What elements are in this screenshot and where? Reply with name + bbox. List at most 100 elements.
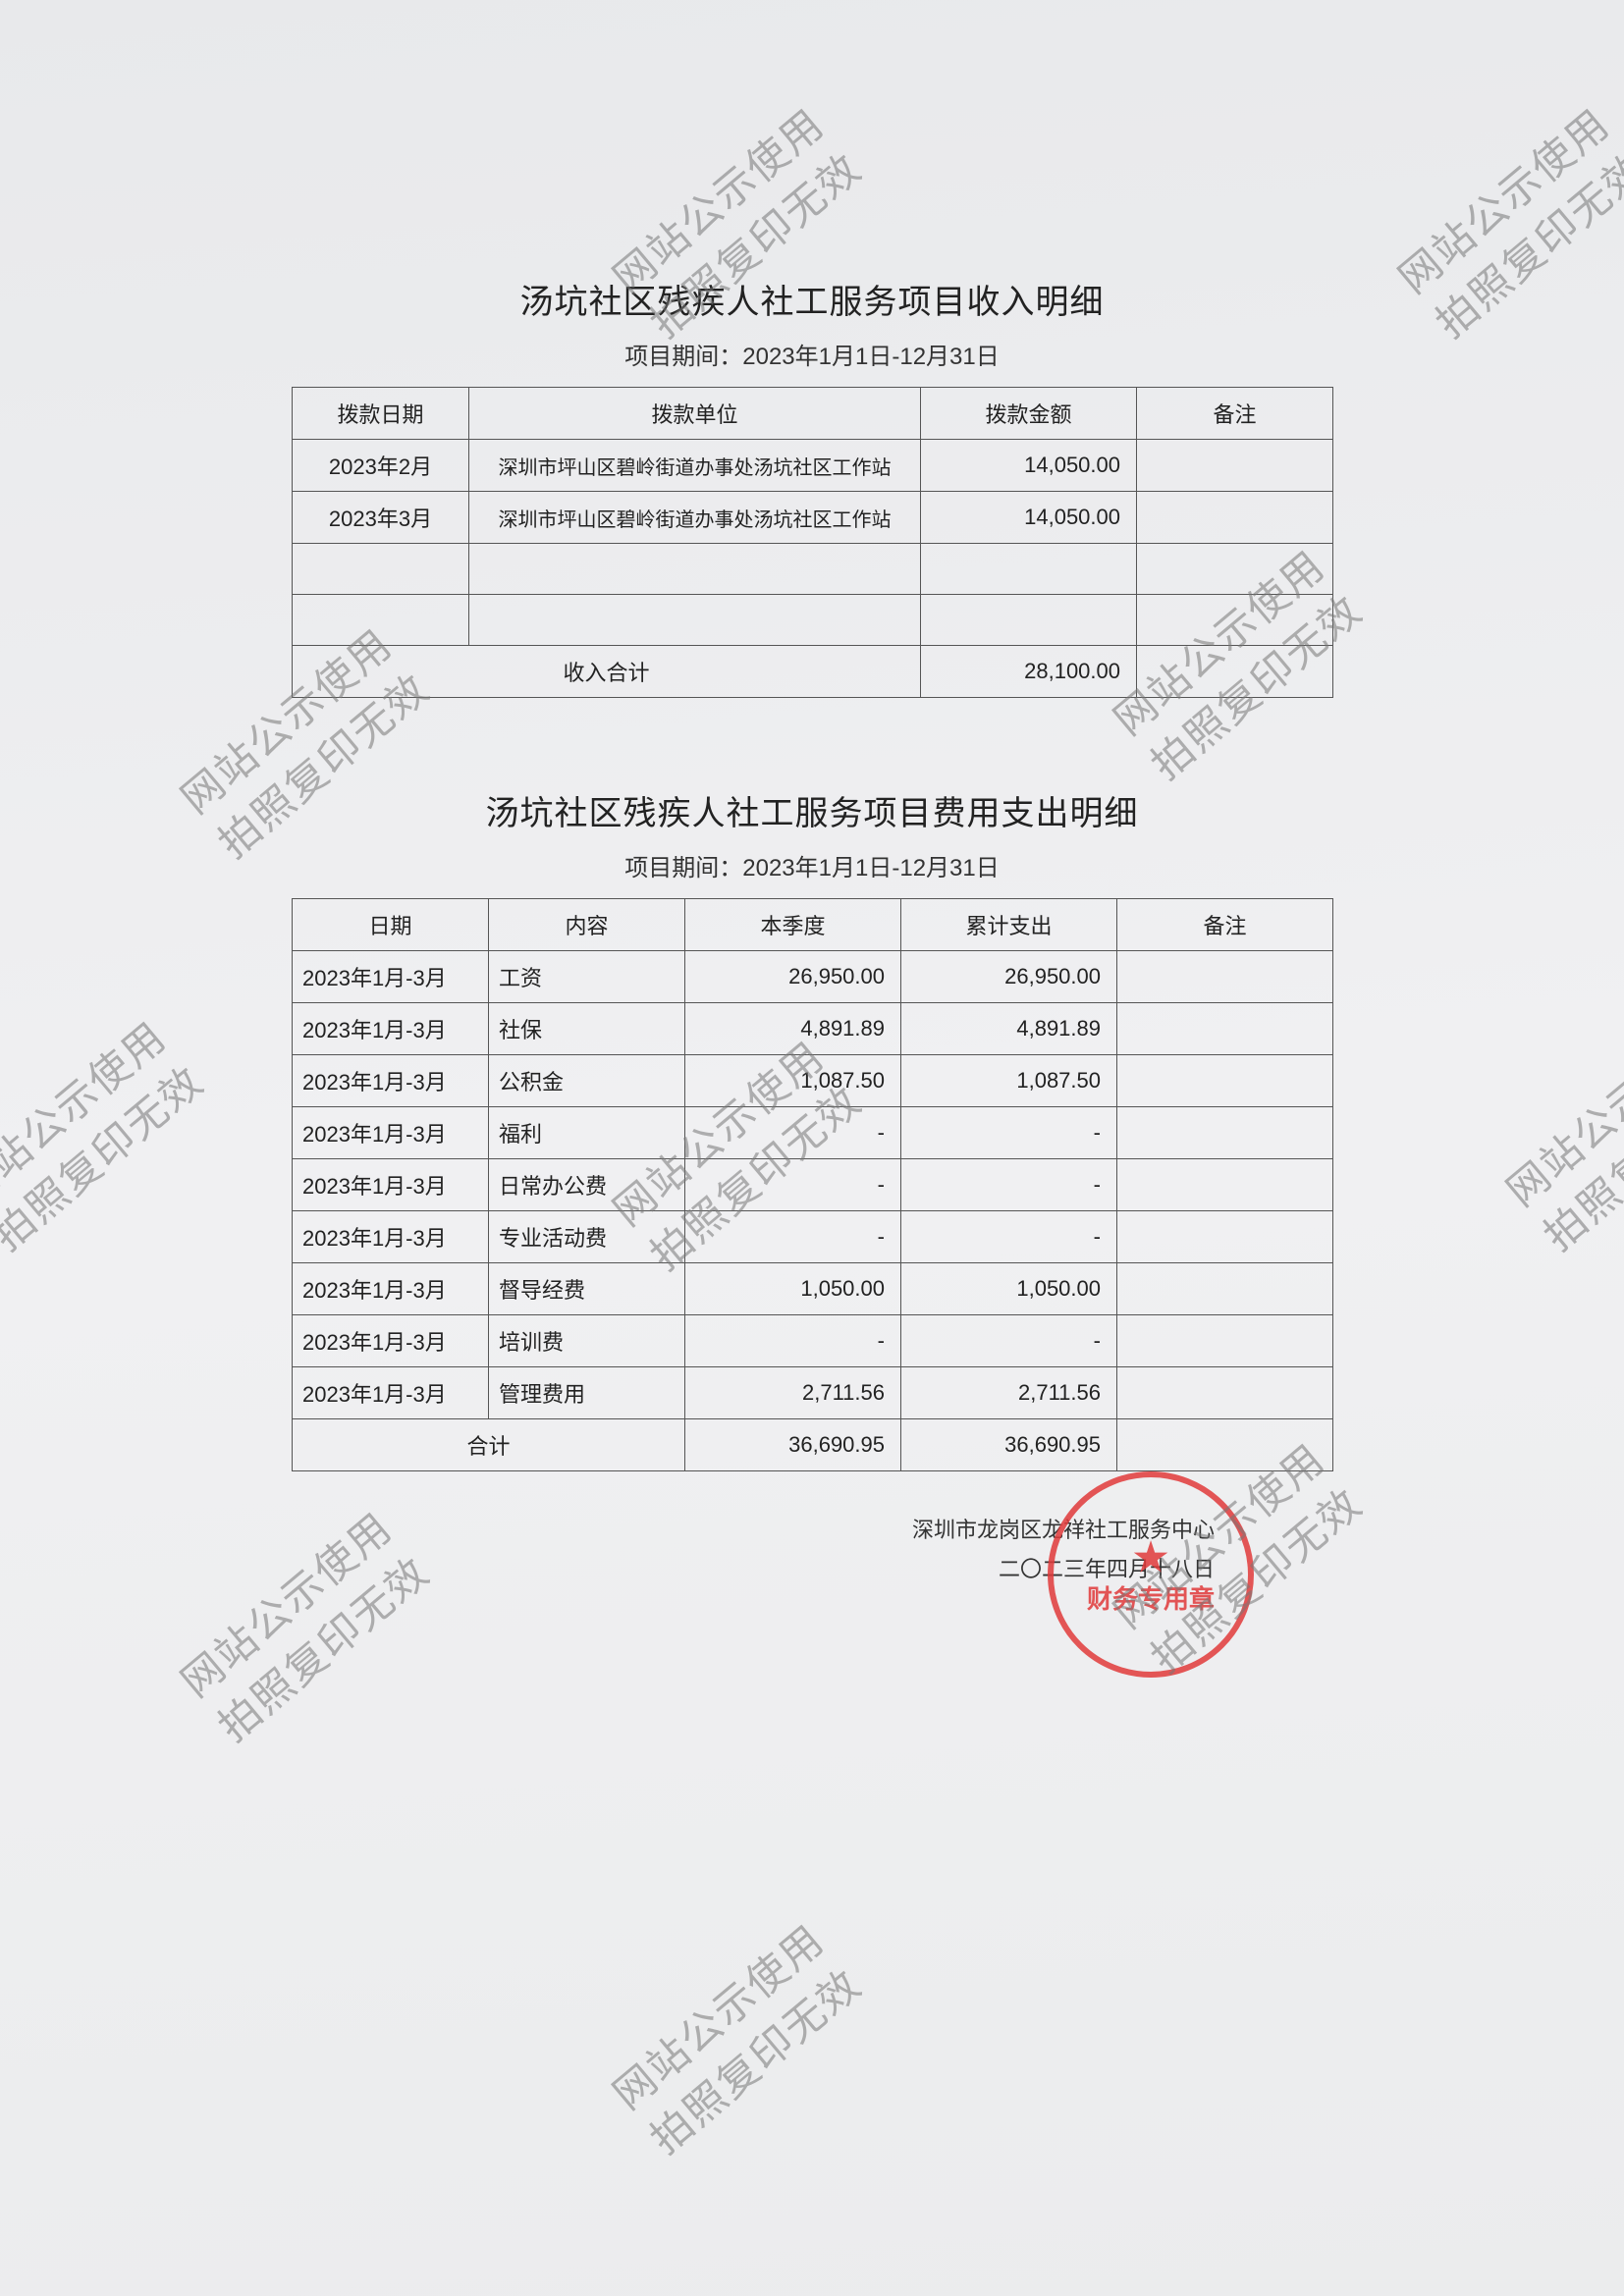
expense-header-remark: 备注: [1117, 899, 1333, 951]
expense-cell-item: 培训费: [489, 1315, 685, 1367]
expense-cell-quarter: 1,050.00: [685, 1263, 901, 1315]
stamp-star-icon: ★: [1087, 1532, 1215, 1583]
income-cell-unit: [469, 544, 921, 595]
expense-cell-date: 2023年1月-3月: [293, 1263, 489, 1315]
expense-cell-quarter: 4,891.89: [685, 1003, 901, 1055]
expense-header-item: 内容: [489, 899, 685, 951]
income-cell-unit: [469, 595, 921, 646]
expense-row: 2023年1月-3月公积金1,087.501,087.50: [293, 1055, 1333, 1107]
income-cell-amount: 14,050.00: [921, 440, 1137, 492]
expense-cell-date: 2023年1月-3月: [293, 1055, 489, 1107]
expense-cell-date: 2023年1月-3月: [293, 1367, 489, 1419]
income-header-date: 拨款日期: [293, 388, 469, 440]
expense-cell-quarter: 2,711.56: [685, 1367, 901, 1419]
expense-row: 2023年1月-3月督导经费1,050.001,050.00: [293, 1263, 1333, 1315]
income-cell-remark: [1137, 492, 1333, 544]
stamp-circle: ★ 财务专用章: [1048, 1471, 1254, 1678]
income-table: 拨款日期 拨款单位 拨款金额 备注 2023年2月深圳市坪山区碧岭街道办事处汤坑…: [292, 387, 1333, 698]
expense-cell-quarter: 1,087.50: [685, 1055, 901, 1107]
expense-table: 日期 内容 本季度 累计支出 备注 2023年1月-3月工资26,950.002…: [292, 898, 1333, 1471]
income-cell-remark: [1137, 595, 1333, 646]
income-cell-date: [293, 544, 469, 595]
watermark-text: 网站公示使用拍照复印无效: [1387, 97, 1624, 352]
income-subtotal-remark: [1137, 646, 1333, 698]
income-cell-amount: [921, 544, 1137, 595]
expense-cell-date: 2023年1月-3月: [293, 1107, 489, 1159]
expense-cell-item: 专业活动费: [489, 1211, 685, 1263]
expense-total-remark: [1117, 1419, 1333, 1471]
expense-cell-item: 福利: [489, 1107, 685, 1159]
expense-cell-item: 管理费用: [489, 1367, 685, 1419]
expense-cell-cum: 1,050.00: [901, 1263, 1117, 1315]
income-cell-remark: [1137, 440, 1333, 492]
expense-cell-cum: -: [901, 1159, 1117, 1211]
expense-cell-cum: -: [901, 1211, 1117, 1263]
income-header-amount: 拨款金额: [921, 388, 1137, 440]
expense-cell-date: 2023年1月-3月: [293, 951, 489, 1003]
income-header-remark: 备注: [1137, 388, 1333, 440]
footer-block: ★ 财务专用章 深圳市龙岗区龙祥社工服务中心 二〇二三年四月十八日: [292, 1511, 1332, 1588]
expense-total-label: 合计: [293, 1419, 685, 1471]
expense-cell-remark: [1117, 1315, 1333, 1367]
expense-cell-quarter: 26,950.00: [685, 951, 901, 1003]
expense-period: 项目期间：2023年1月1日-12月31日: [292, 848, 1332, 882]
stamp-text: ★ 财务专用章: [1087, 1532, 1215, 1617]
income-title: 汤坑社区残疾人社工服务项目收入明细: [292, 275, 1332, 323]
document-page: 汤坑社区残疾人社工服务项目收入明细 项目期间：2023年1月1日-12月31日 …: [0, 0, 1624, 2296]
expense-cell-cum: 1,087.50: [901, 1055, 1117, 1107]
income-header-unit: 拨款单位: [469, 388, 921, 440]
income-row: [293, 544, 1333, 595]
expense-cell-remark: [1117, 1211, 1333, 1263]
expense-cell-item: 日常办公费: [489, 1159, 685, 1211]
expense-cell-cum: 26,950.00: [901, 951, 1117, 1003]
income-cell-unit: 深圳市坪山区碧岭街道办事处汤坑社区工作站: [469, 492, 921, 544]
expense-cell-remark: [1117, 1055, 1333, 1107]
income-cell-date: 2023年3月: [293, 492, 469, 544]
expense-cell-date: 2023年1月-3月: [293, 1003, 489, 1055]
expense-row: 2023年1月-3月专业活动费--: [293, 1211, 1333, 1263]
expense-row: 2023年1月-3月福利--: [293, 1107, 1333, 1159]
income-cell-date: 2023年2月: [293, 440, 469, 492]
stamp-label: 财务专用章: [1087, 1583, 1215, 1617]
watermark-text: 网站公示使用拍照复印无效: [1495, 1010, 1624, 1265]
expense-row: 2023年1月-3月培训费--: [293, 1315, 1333, 1367]
expense-row: 2023年1月-3月管理费用2,711.562,711.56: [293, 1367, 1333, 1419]
expense-cell-remark: [1117, 1003, 1333, 1055]
expense-section: 汤坑社区残疾人社工服务项目费用支出明细 项目期间：2023年1月1日-12月31…: [292, 786, 1332, 1588]
expense-row: 2023年1月-3月日常办公费--: [293, 1159, 1333, 1211]
expense-title: 汤坑社区残疾人社工服务项目费用支出明细: [292, 786, 1332, 834]
income-period: 项目期间：2023年1月1日-12月31日: [292, 337, 1332, 371]
income-cell-remark: [1137, 544, 1333, 595]
income-cell-amount: [921, 595, 1137, 646]
expense-cell-remark: [1117, 951, 1333, 1003]
watermark-text: 网站公示使用拍照复印无效: [0, 1010, 217, 1265]
expense-cell-item: 督导经费: [489, 1263, 685, 1315]
expense-cell-date: 2023年1月-3月: [293, 1211, 489, 1263]
expense-cell-cum: -: [901, 1315, 1117, 1367]
expense-row: 2023年1月-3月工资26,950.0026,950.00: [293, 951, 1333, 1003]
expense-cell-item: 公积金: [489, 1055, 685, 1107]
expense-cell-cum: 4,891.89: [901, 1003, 1117, 1055]
expense-total-quarter: 36,690.95: [685, 1419, 901, 1471]
income-row: [293, 595, 1333, 646]
expense-cell-cum: 2,711.56: [901, 1367, 1117, 1419]
income-subtotal-amount: 28,100.00: [921, 646, 1137, 698]
expense-cell-date: 2023年1月-3月: [293, 1159, 489, 1211]
income-cell-amount: 14,050.00: [921, 492, 1137, 544]
expense-header-quarter: 本季度: [685, 899, 901, 951]
income-cell-unit: 深圳市坪山区碧岭街道办事处汤坑社区工作站: [469, 440, 921, 492]
expense-cell-date: 2023年1月-3月: [293, 1315, 489, 1367]
expense-cell-remark: [1117, 1367, 1333, 1419]
expense-cell-quarter: -: [685, 1315, 901, 1367]
income-row: 2023年3月深圳市坪山区碧岭街道办事处汤坑社区工作站14,050.00: [293, 492, 1333, 544]
expense-total-cum: 36,690.95: [901, 1419, 1117, 1471]
expense-cell-item: 工资: [489, 951, 685, 1003]
expense-row: 2023年1月-3月社保4,891.894,891.89: [293, 1003, 1333, 1055]
income-subtotal-label: 收入合计: [293, 646, 921, 698]
expense-cell-quarter: -: [685, 1211, 901, 1263]
expense-cell-cum: -: [901, 1107, 1117, 1159]
expense-cell-remark: [1117, 1263, 1333, 1315]
watermark-text: 网站公示使用拍照复印无效: [602, 1913, 875, 2168]
expense-cell-quarter: -: [685, 1159, 901, 1211]
content-block: 汤坑社区残疾人社工服务项目收入明细 项目期间：2023年1月1日-12月31日 …: [292, 275, 1332, 1588]
